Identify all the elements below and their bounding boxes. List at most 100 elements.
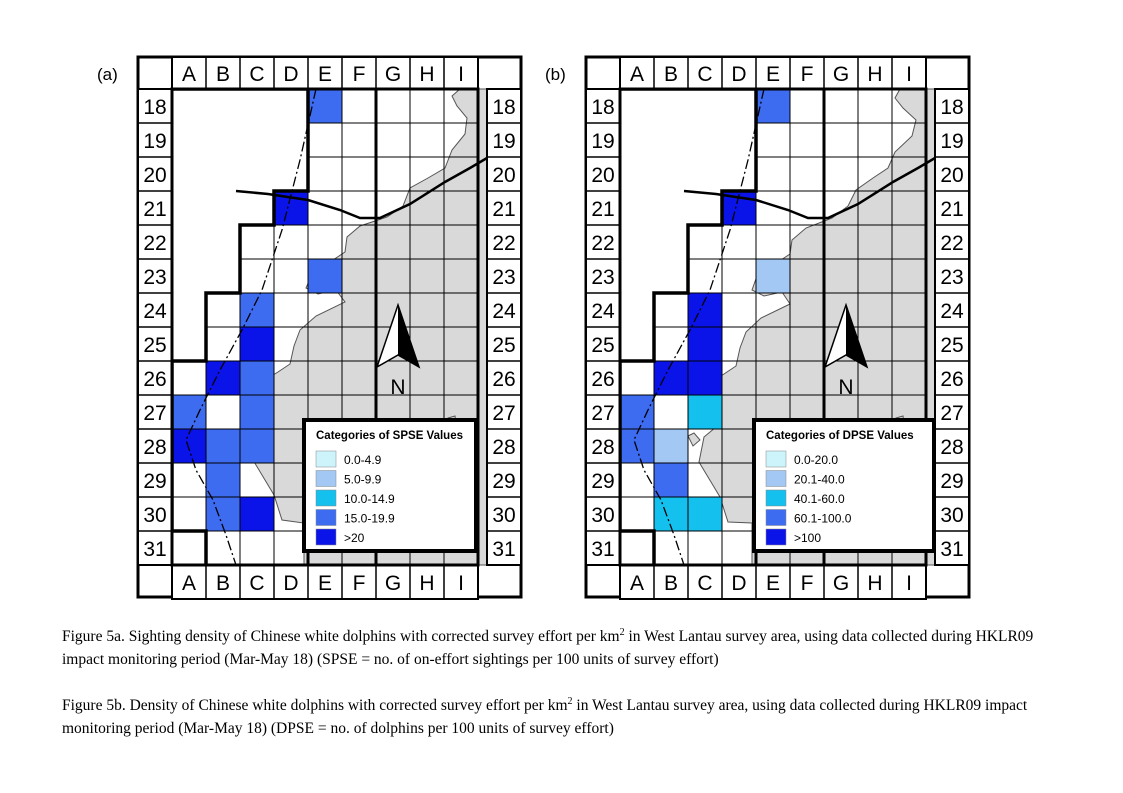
header-row <box>619 56 927 90</box>
north-arrow-shade <box>846 305 867 367</box>
row-label-24: 24 <box>143 300 167 323</box>
column-label-H: H <box>419 572 434 595</box>
column-label-A: A <box>630 572 644 595</box>
boundary-line <box>633 88 765 566</box>
density-cell-B28 <box>206 429 240 463</box>
legend-entry: 40.1-60.0 <box>794 492 845 506</box>
row-label-22: 22 <box>492 232 515 255</box>
legend-swatch <box>315 450 337 468</box>
column-label-I: I <box>906 63 912 86</box>
footer-row <box>171 564 479 600</box>
row-label-24: 24 <box>492 300 516 323</box>
column-label-A: A <box>182 572 196 595</box>
density-cell-C30 <box>688 497 722 531</box>
legend-entry: 15.0-19.9 <box>344 512 395 526</box>
legend-title: Categories of SPSE Values <box>316 430 463 442</box>
density-cell-C24 <box>688 293 722 327</box>
column-label-H: H <box>867 572 882 595</box>
legend-swatch <box>315 489 337 507</box>
row-label-31: 31 <box>143 538 166 561</box>
column-label-I: I <box>458 572 464 595</box>
row-label-25: 25 <box>143 334 166 357</box>
column-label-G: G <box>385 572 401 595</box>
column-label-H: H <box>867 63 882 86</box>
row-label-30: 30 <box>591 504 614 527</box>
row-label-29: 29 <box>591 470 614 493</box>
legend-swatch <box>315 528 337 546</box>
legend-swatch <box>315 470 337 487</box>
boundary-line <box>185 88 317 566</box>
legend-swatch <box>765 470 787 487</box>
column-label-F: F <box>801 63 814 86</box>
column-label-F: F <box>353 63 366 86</box>
column-label-D: D <box>731 572 746 595</box>
row-label-25: 25 <box>940 334 963 357</box>
density-cell-A27 <box>172 395 206 429</box>
column-label-B: B <box>216 63 230 86</box>
caption-figure-5b: Figure 5b. Density of Chinese white dolp… <box>62 690 1072 740</box>
legend-entry: 0.0-20.0 <box>794 453 838 467</box>
row-label-21: 21 <box>591 198 614 221</box>
legend-entry: 0.0-4.9 <box>344 453 382 467</box>
north-label: N <box>390 376 405 399</box>
density-cell-A27 <box>620 395 654 429</box>
column-label-C: C <box>697 63 712 86</box>
density-cell-B29 <box>206 463 240 497</box>
row-label-26: 26 <box>492 368 515 391</box>
column-label-B: B <box>664 572 678 595</box>
row-label-28: 28 <box>492 436 515 459</box>
row-label-18: 18 <box>143 96 166 119</box>
row-label-25: 25 <box>492 334 515 357</box>
caption-5a-text-cont: in West Lantau survey area, using data c… <box>62 628 1034 669</box>
row-label-22: 22 <box>591 232 614 255</box>
row-label-30: 30 <box>143 504 166 527</box>
column-label-F: F <box>801 572 814 595</box>
row-label-19: 19 <box>492 130 515 153</box>
row-label-24: 24 <box>940 300 964 323</box>
caption-figure-5a: Figure 5a. Sighting density of Chinese w… <box>62 621 1072 671</box>
row-label-18: 18 <box>940 96 963 119</box>
density-cell-B26 <box>206 361 240 395</box>
density-cell-A28 <box>172 429 206 463</box>
legend-title: Categories of DPSE Values <box>766 430 914 442</box>
row-label-27: 27 <box>492 402 515 425</box>
row-label-27: 27 <box>591 402 614 425</box>
density-cell-B29 <box>654 463 688 497</box>
column-label-E: E <box>766 63 780 86</box>
legend-entry: >100 <box>794 531 821 545</box>
column-label-G: G <box>385 63 401 86</box>
row-label-21: 21 <box>492 198 515 221</box>
column-label-A: A <box>630 63 644 86</box>
density-cell-C27 <box>240 395 274 429</box>
row-label-20: 20 <box>591 164 614 187</box>
density-cell-C27 <box>688 395 722 429</box>
caption-5b-text-cont: in West Lantau survey area, using data c… <box>62 697 1028 738</box>
density-cell-E23 <box>756 259 790 293</box>
row-label-20: 20 <box>492 164 515 187</box>
row-label-23: 23 <box>591 266 614 289</box>
density-cell-C28 <box>240 429 274 463</box>
row-label-26: 26 <box>940 368 963 391</box>
caption-5b-superscript: 2 <box>567 696 573 707</box>
column-label-D: D <box>283 572 298 595</box>
panel-label: (a) <box>97 65 118 84</box>
caption-5a-text: Figure 5a. Sighting density of Chinese w… <box>62 628 620 646</box>
column-label-E: E <box>318 572 332 595</box>
row-label-19: 19 <box>143 130 166 153</box>
row-label-28: 28 <box>940 436 963 459</box>
row-label-18: 18 <box>591 96 614 119</box>
row-label-29: 29 <box>143 470 166 493</box>
column-label-B: B <box>216 572 230 595</box>
row-label-29: 29 <box>940 470 963 493</box>
row-label-28: 28 <box>591 436 614 459</box>
column-label-C: C <box>249 572 264 595</box>
density-cell-E18 <box>756 89 790 123</box>
column-label-H: H <box>419 63 434 86</box>
row-label-20: 20 <box>940 164 963 187</box>
density-cell-A28 <box>620 429 654 463</box>
column-label-A: A <box>182 63 196 86</box>
row-label-29: 29 <box>492 470 515 493</box>
row-label-25: 25 <box>591 334 614 357</box>
